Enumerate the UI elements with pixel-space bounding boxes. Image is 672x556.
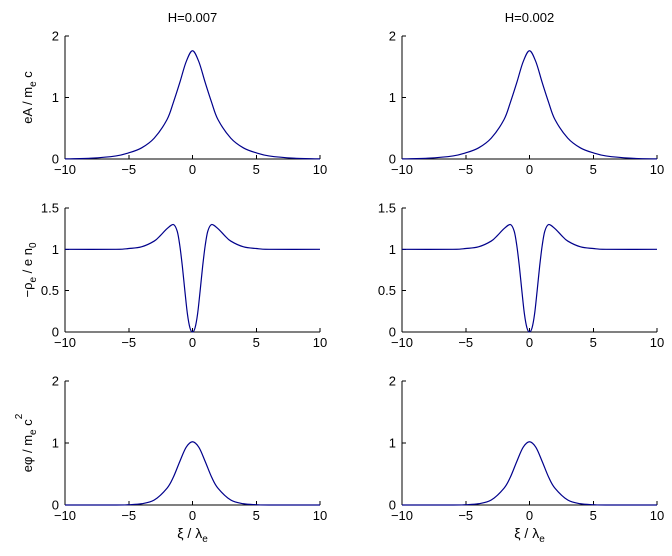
x-tick-label: −10	[391, 162, 413, 177]
subplot-6: −10 −5 0 5 10 0 1 2 ξ / λe	[389, 374, 664, 546]
y-tick-label: 2	[389, 29, 396, 44]
series-line	[64, 50, 321, 160]
y-tick-label: 2	[52, 374, 59, 389]
y-tick-label: 0	[52, 498, 59, 513]
x-tick-label: 5	[253, 335, 260, 350]
x-tick-label: 10	[650, 508, 664, 523]
series-line	[401, 441, 658, 506]
x-axis-label: ξ / λe	[514, 525, 545, 545]
x-tick-label: 10	[313, 508, 327, 523]
y-tick-label: 1	[52, 90, 59, 105]
x-tick-label: −5	[121, 335, 136, 350]
y-tick-label: 0	[52, 325, 59, 340]
series-line	[401, 50, 658, 160]
y-tick-label: 1	[389, 436, 396, 451]
y-tick-label: 0.5	[378, 283, 396, 298]
subplot-3: −10 −5 0 5 10 0 0.5 1 1.5 −ρe / e n0	[20, 201, 327, 351]
x-tick-label: −10	[54, 335, 76, 350]
x-tick-label: 0	[526, 335, 533, 350]
y-tick-label: 1	[52, 242, 59, 257]
x-tick-label: 5	[590, 508, 597, 523]
x-tick-label: 5	[253, 508, 260, 523]
y-tick-label: 0.5	[41, 283, 59, 298]
x-tick-label: 0	[526, 508, 533, 523]
y-tick-label: 0	[389, 498, 396, 513]
x-tick-label: 0	[189, 162, 196, 177]
y-tick-label: 1	[389, 90, 396, 105]
y-axis-label: −ρe / e n0	[20, 242, 39, 297]
series-line	[401, 223, 658, 333]
y-tick-label: 1.5	[41, 201, 59, 216]
x-tick-label: −10	[54, 162, 76, 177]
series-line	[64, 223, 321, 333]
x-tick-label: 0	[189, 508, 196, 523]
x-tick-label: −10	[391, 508, 413, 523]
x-tick-label: 0	[189, 335, 196, 350]
y-tick-label: 1	[52, 436, 59, 451]
y-tick-label: 1	[389, 242, 396, 257]
x-tick-label: 10	[313, 162, 327, 177]
y-tick-label: 0	[389, 325, 396, 340]
subplot-4: −10 −5 0 5 10 0 0.5 1 1.5	[378, 201, 664, 351]
x-tick-label: −5	[121, 508, 136, 523]
x-tick-label: −10	[391, 335, 413, 350]
y-tick-label: 0	[52, 152, 59, 167]
x-tick-label: −5	[121, 162, 136, 177]
x-tick-label: 10	[650, 162, 664, 177]
x-tick-label: 0	[526, 162, 533, 177]
y-tick-label: 0	[389, 152, 396, 167]
x-tick-label: −5	[458, 335, 473, 350]
x-tick-label: 5	[590, 335, 597, 350]
series-line	[64, 441, 321, 506]
y-axis-label: eφ / me c2	[14, 413, 39, 472]
subplot-title: H=0.002	[505, 10, 555, 25]
x-tick-label: −5	[458, 162, 473, 177]
x-tick-label: 10	[650, 335, 664, 350]
y-tick-label: 1.5	[378, 201, 396, 216]
y-tick-label: 2	[389, 374, 396, 389]
x-tick-label: 10	[313, 335, 327, 350]
x-tick-label: −10	[54, 508, 76, 523]
x-axis-label: ξ / λe	[177, 525, 208, 545]
x-tick-label: 5	[590, 162, 597, 177]
y-tick-label: 2	[52, 29, 59, 44]
subplot-5: −10 −5 0 5 10 0 1 2 eφ / me c2 ξ / λe	[14, 374, 327, 546]
x-tick-label: −5	[458, 508, 473, 523]
y-axis-label: eA / me c	[20, 71, 39, 124]
x-tick-label: 5	[253, 162, 260, 177]
subplot-title: H=0.007	[168, 10, 218, 25]
subplot-1: −10 −5 0 5 10 0 1 2 H=0.007 eA / me c	[20, 10, 327, 177]
subplot-2: −10 −5 0 5 10 0 1 2 H=0.002	[389, 10, 664, 177]
